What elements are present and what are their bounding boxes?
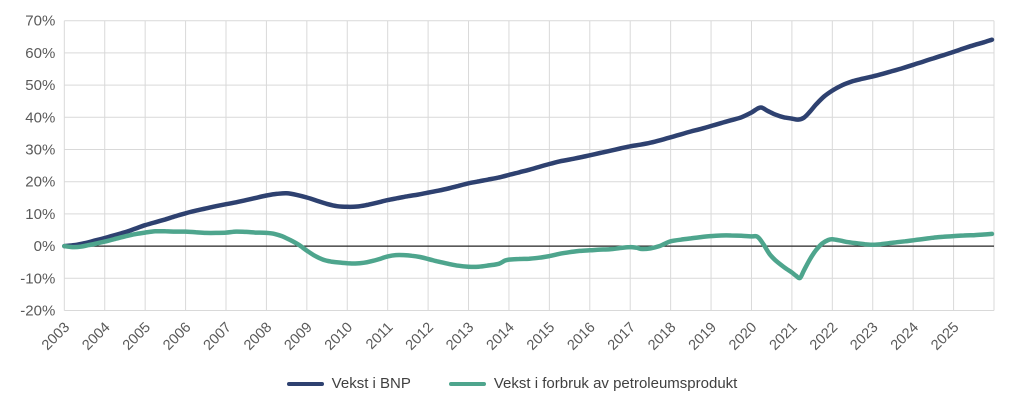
x-tick-label: 2007 [201, 320, 235, 354]
y-tick-label: 70% [25, 13, 55, 30]
x-tick-label: 2010 [322, 320, 356, 354]
y-tick-label: 40% [25, 109, 55, 126]
bnp-line-swatch [286, 381, 324, 387]
x-tick-label: 2025 [928, 320, 962, 354]
x-tick-label: 2008 [241, 320, 275, 354]
x-tick-label: 2016 [564, 320, 598, 354]
y-tick-label: 0% [34, 238, 56, 255]
x-tick-label: 2004 [79, 320, 113, 354]
x-tick-label: 2011 [363, 320, 396, 353]
x-tick-label: 2014 [484, 320, 518, 354]
x-tick-label: 2024 [888, 320, 922, 354]
legend-item-bnp: Vekst i BNP [286, 374, 411, 394]
x-tick-label: 2023 [847, 320, 881, 354]
y-tick-label: 10% [25, 206, 55, 223]
x-tick-label: 2006 [160, 320, 194, 354]
legend: Vekst i BNP Vekst i forbruk av petroleum… [0, 374, 1024, 394]
x-tick-label: 2009 [282, 320, 316, 354]
y-tick-label: 30% [25, 142, 55, 159]
series-line-bnp [62, 37, 995, 249]
x-tick-label: 2022 [807, 320, 841, 354]
y-tick-label: -20% [20, 303, 55, 320]
y-tick-label: -10% [20, 270, 55, 287]
x-tick-label: 2021 [767, 320, 801, 354]
petroleum-line-swatch [448, 381, 486, 387]
y-tick-label: 50% [25, 77, 55, 94]
x-tick-label: 2003 [39, 320, 73, 354]
x-tick-label: 2005 [120, 320, 154, 354]
x-tick-label: 2017 [605, 320, 639, 354]
x-tick-label: 2019 [686, 320, 720, 354]
x-tick-label: 2012 [403, 320, 437, 354]
plot-area: 70%60%50%40%30%20%10%0%-10%-20%2003 2004 2… [20, 13, 995, 354]
series-line-petroleum [62, 228, 995, 281]
x-tick-label: 2018 [645, 320, 679, 354]
legend-label-petroleum: Vekst i forbruk av petroleumsprodukt [493, 375, 738, 392]
y-tick-label: 20% [25, 174, 55, 191]
x-tick-label: 2015 [524, 320, 558, 354]
legend-label-bnp: Vekst i BNP [331, 375, 411, 392]
x-tick-label: 2020 [726, 320, 760, 354]
y-tick-label: 60% [25, 45, 55, 62]
x-tick-label: 2013 [443, 320, 477, 354]
legend-item-petroleum: Vekst i forbruk av petroleumsprodukt [448, 374, 738, 394]
